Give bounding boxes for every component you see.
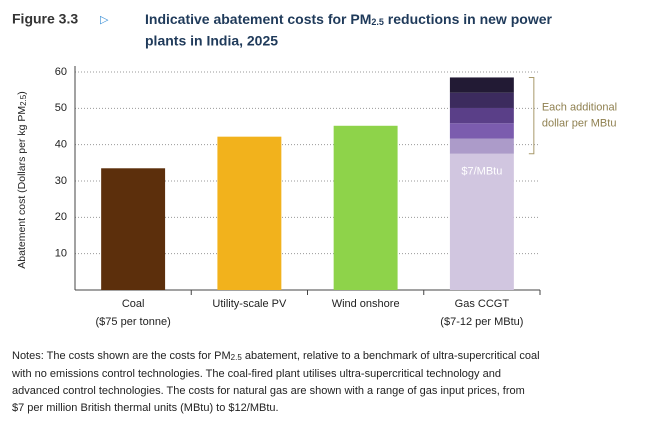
notes-text: Notes: The costs shown are the costs for… [12, 350, 231, 362]
notes-line: $7 per million British thermal units (MB… [12, 402, 279, 414]
y-label-subscript: 2.5 [19, 94, 28, 106]
notes-text: abatement, relative to a benchmark of ul… [242, 350, 540, 362]
notes: Notes: The costs shown are the costs for… [12, 350, 540, 362]
y-label-text: Abatement cost (Dollars per kg PM [16, 106, 28, 269]
bar-inner-label: $7/MBtu [461, 166, 502, 178]
bar [449, 77, 514, 93]
bar [333, 125, 398, 290]
notes-line: advanced control technologies. The costs… [12, 385, 525, 397]
title-text: reductions in new power [384, 11, 553, 27]
bar [449, 92, 514, 108]
annotation: Each additional [542, 102, 617, 114]
bar [449, 153, 514, 290]
figure-label: Figure 3.3 [12, 11, 78, 27]
chart-title: Indicative abatement costs for PM2.5 red… [145, 11, 552, 28]
annotation: dollar per MBtu [542, 118, 617, 130]
bracket [528, 76, 535, 155]
y-axis-label: Abatement cost (Dollars per kg PM2.5) [16, 91, 28, 268]
bar [101, 168, 166, 290]
y-tick-label: 30 [55, 175, 67, 187]
bar [449, 138, 514, 154]
y-tick-label: 60 [55, 66, 67, 78]
x-tick-note: ($75 per tonne) [96, 316, 171, 328]
y-tick-label: 10 [55, 248, 67, 260]
notes-line: with no emissions control technologies. … [11, 368, 501, 380]
x-tick-label: Coal [122, 298, 145, 310]
bar [217, 136, 282, 290]
bar [449, 123, 514, 139]
bar [449, 107, 514, 124]
title-subscript: 2.5 [371, 17, 384, 27]
y-tick-label: 20 [55, 211, 67, 223]
title-text: Indicative abatement costs for PM [145, 11, 371, 27]
figure-marker: ▷ [100, 14, 109, 26]
y-tick-label: 50 [55, 102, 67, 114]
x-tick-label: Utility-scale PV [212, 298, 287, 310]
x-tick-label: Gas CCGT [455, 298, 510, 310]
y-tick-label: 40 [55, 139, 67, 151]
notes-subscript: 2.5 [231, 353, 243, 362]
chart-title-line2: plants in India, 2025 [145, 33, 278, 49]
x-tick-label: Wind onshore [332, 298, 400, 310]
y-label-text: ) [16, 91, 28, 95]
x-tick-note: ($7-12 per MBtu) [440, 316, 523, 328]
